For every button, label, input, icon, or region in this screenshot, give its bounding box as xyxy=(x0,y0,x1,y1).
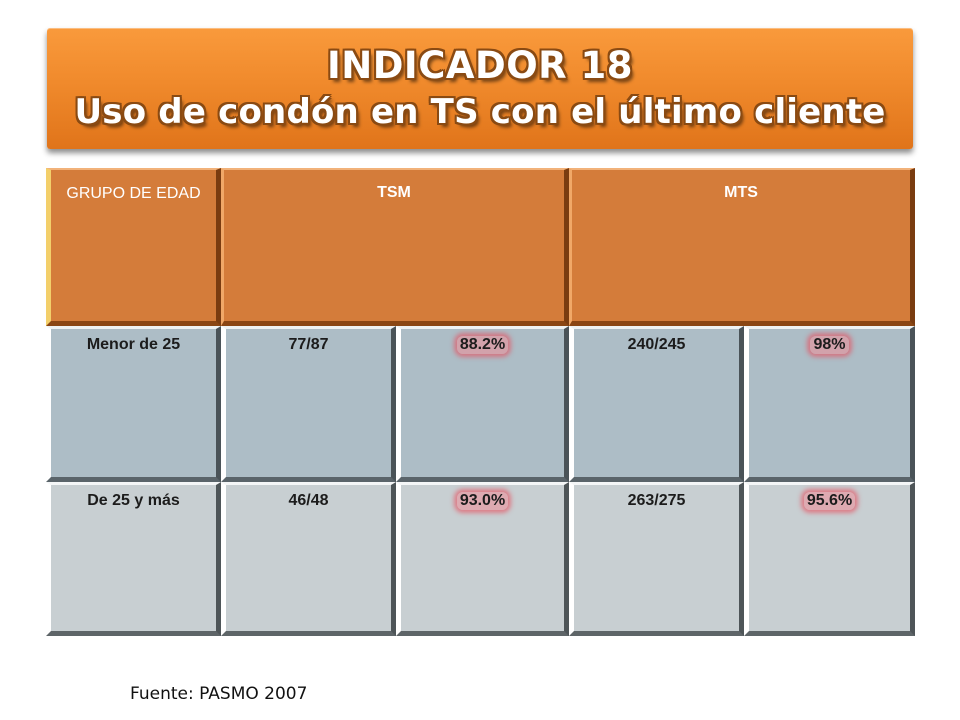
mts-percent-value: 95.6% xyxy=(803,492,856,510)
tsm-percent-value: 93.0% xyxy=(456,492,509,510)
table-row-1-mts-ratio: 240/245 xyxy=(569,326,744,482)
title-banner: INDICADOR 18 Uso de condón en TS con el … xyxy=(47,28,913,149)
tsm-percent-value: 88.2% xyxy=(456,336,509,354)
mts-ratio-value: 263/275 xyxy=(627,492,686,509)
tsm-ratio-value: 77/87 xyxy=(288,336,329,353)
mts-percent-value: 98% xyxy=(810,336,849,354)
tsm-ratio-value: 46/48 xyxy=(288,492,329,509)
source-note: Fuente: PASMO 2007 xyxy=(130,684,308,704)
table-row-2-mts-pct: 95.6% xyxy=(744,482,915,636)
table-row-2-tsm-pct: 93.0% xyxy=(396,482,569,636)
row-group-label: De 25 y más xyxy=(87,492,180,509)
slide-title: INDICADOR 18 xyxy=(326,43,634,87)
header-group-label: GRUPO DE EDAD xyxy=(66,185,201,202)
table-row-2-mts-ratio: 263/275 xyxy=(569,482,744,636)
table-row-1-mts-pct: 98% xyxy=(744,326,915,482)
row-group-label: Menor de 25 xyxy=(86,336,181,353)
header-mts-label: MTS xyxy=(724,184,758,201)
table-row-2-group: De 25 y más xyxy=(46,482,221,636)
slide-subtitle: Uso de condón en TS con el último client… xyxy=(74,91,886,132)
header-tsm-label: TSM xyxy=(377,184,411,201)
header-mts: MTS xyxy=(569,168,915,326)
table-row-1-group: Menor de 25 xyxy=(46,326,221,482)
mts-ratio-value: 240/245 xyxy=(627,336,686,353)
header-tsm: TSM xyxy=(221,168,569,326)
table-row-1-tsm-ratio: 77/87 xyxy=(221,326,396,482)
data-table: GRUPO DE EDAD TSM MTS Menor de 25 77/87 … xyxy=(46,168,915,636)
header-group: GRUPO DE EDAD xyxy=(46,168,221,326)
table-row-2-tsm-ratio: 46/48 xyxy=(221,482,396,636)
table-row-1-tsm-pct: 88.2% xyxy=(396,326,569,482)
